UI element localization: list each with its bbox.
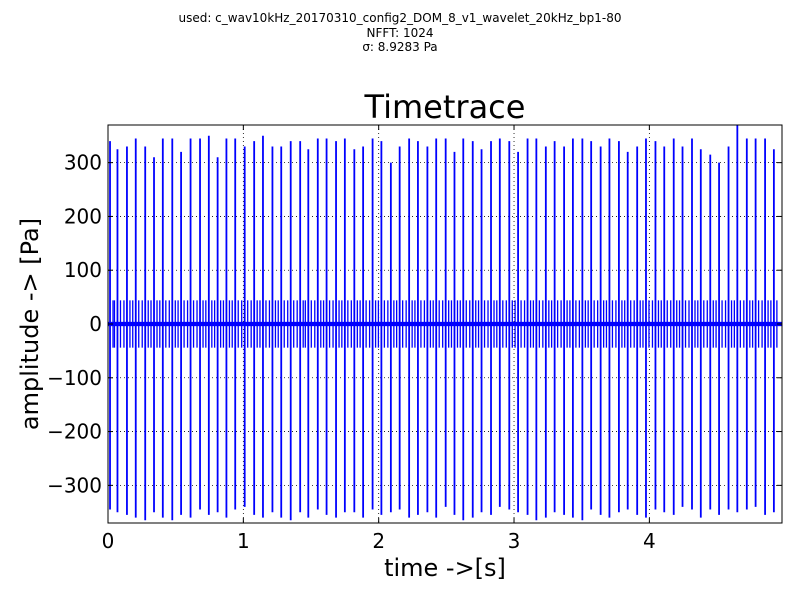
y-tick-label: 300: [64, 151, 102, 175]
x-tick-labels: 0 1 2 3 4: [102, 529, 656, 553]
x-tick-label: 2: [372, 529, 385, 553]
used-filename-line: used: c_wav10kHz_20170310_config2_DOM_8_…: [178, 11, 622, 25]
x-axis-label: time ->[s]: [384, 554, 506, 582]
x-tick-label: 4: [643, 529, 656, 553]
y-tick-label: −100: [47, 366, 102, 390]
plot-frame: [107, 124, 783, 524]
nfft-line: NFFT: 1024: [366, 26, 434, 40]
y-tick-label: −200: [47, 420, 102, 444]
x-tick-label: 1: [237, 529, 250, 553]
sigma-line: σ: 8.9283 Pa: [362, 40, 438, 54]
y-tick-label: 100: [64, 258, 102, 282]
signal-trace: [108, 125, 782, 521]
y-tick-labels: −300 −200 −100 0 100 200 300: [47, 151, 102, 498]
y-tick-label: 200: [64, 204, 102, 228]
x-tick-label: 3: [508, 529, 521, 553]
x-tick-label: 0: [102, 529, 115, 553]
y-tick-label: −300: [47, 473, 102, 497]
y-axis-label: amplitude -> [Pa]: [16, 218, 44, 430]
chart-title: Timetrace: [364, 88, 526, 126]
y-tick-label: 0: [89, 312, 102, 336]
